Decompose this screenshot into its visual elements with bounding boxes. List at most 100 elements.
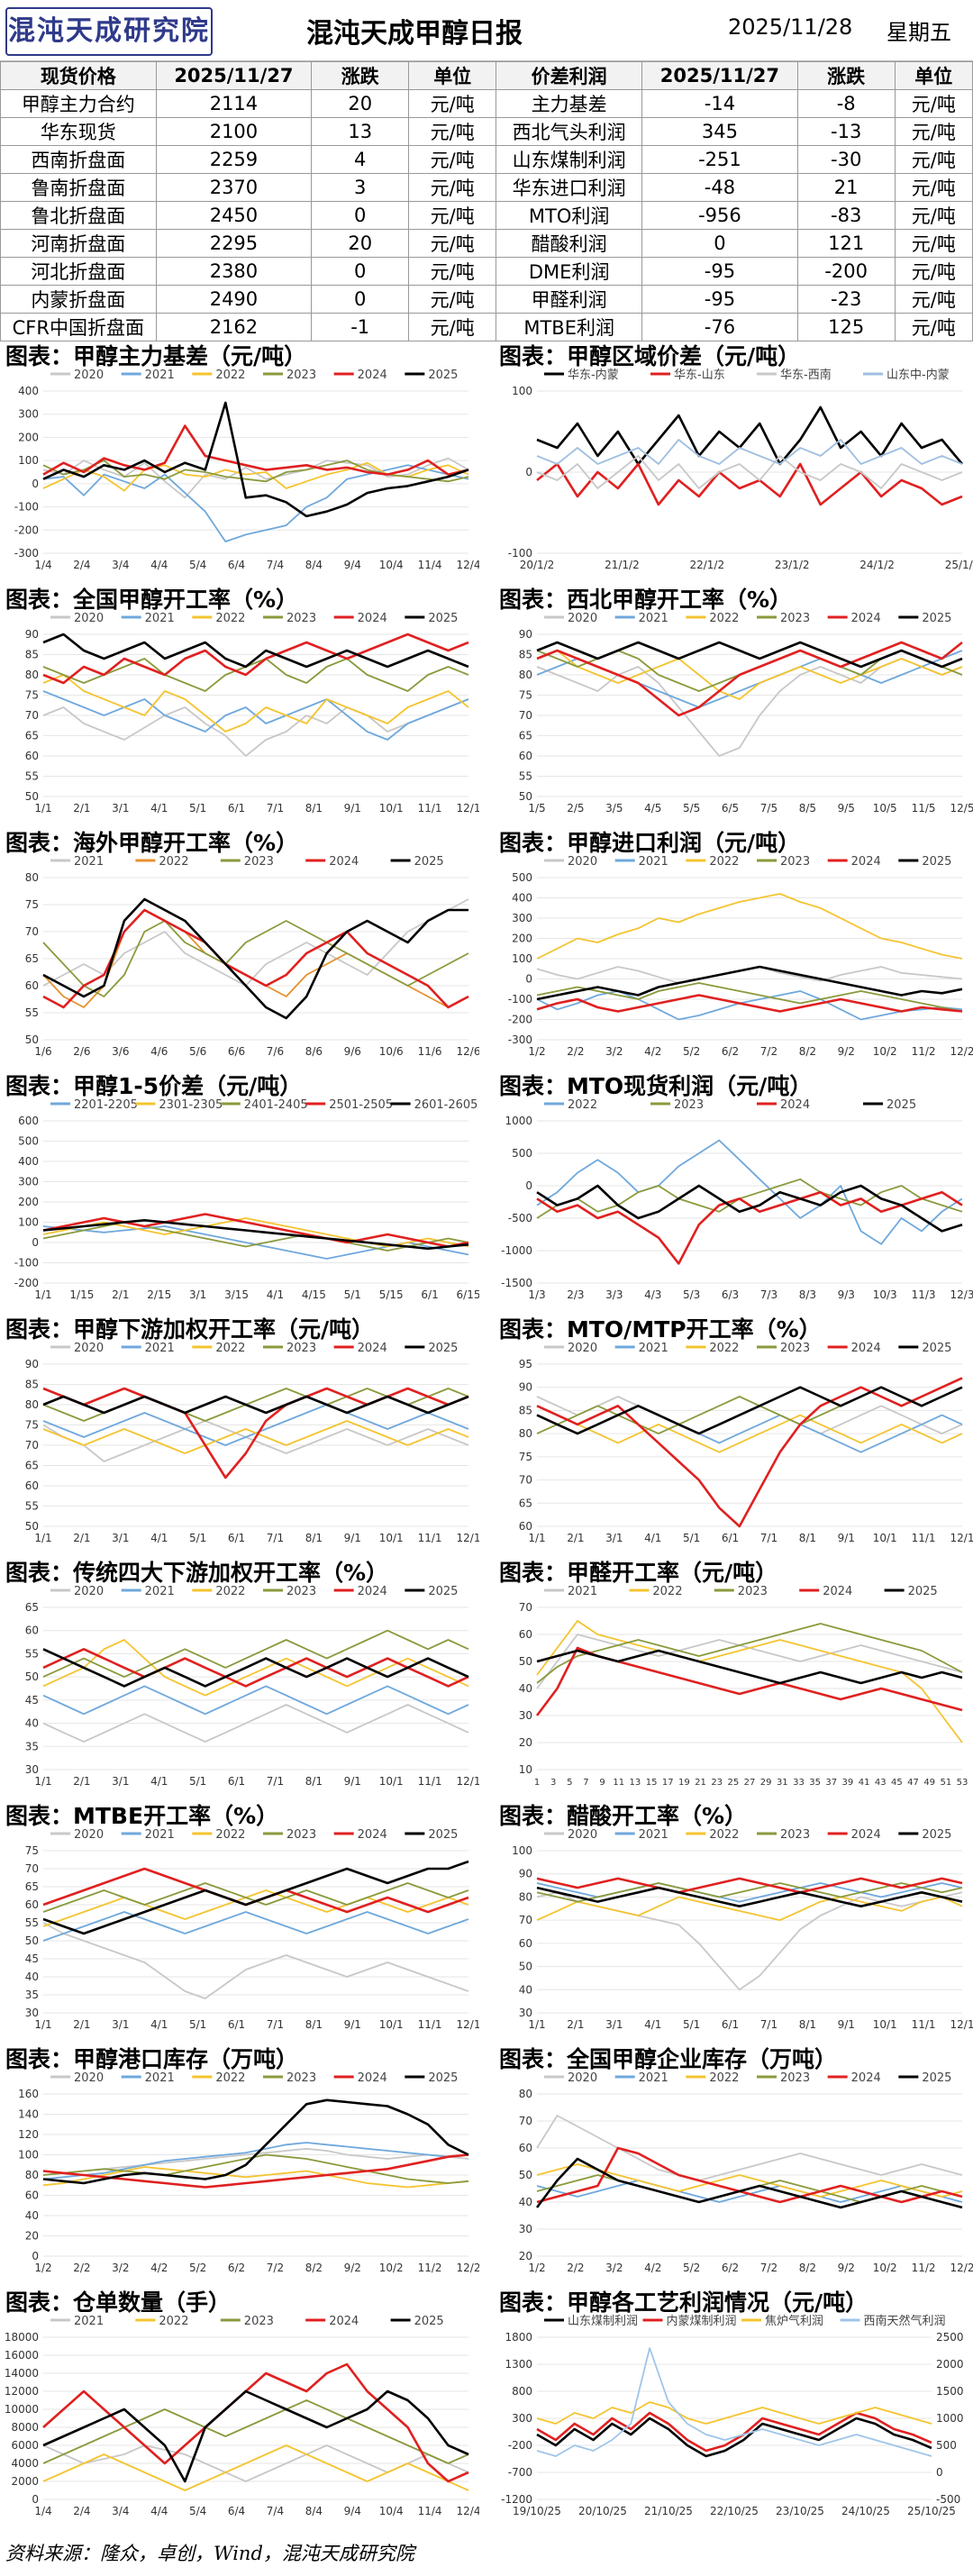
summary-header-cell: 涨跌	[311, 61, 410, 90]
series-line	[536, 439, 963, 465]
series-line	[42, 1629, 469, 1678]
y-tick-label: 80	[25, 1398, 39, 1411]
y-tick-label: 60	[519, 2142, 532, 2154]
legend-label: 2022	[709, 855, 739, 869]
series-line	[42, 464, 469, 543]
legend-label: 2021	[145, 612, 175, 625]
line-chart: 2022 2023 2024 2025 -1500 -1000 -500 0 500 1000 1/…	[494, 1094, 973, 1306]
x-tick-label: 10/1	[379, 802, 404, 815]
x-tick-label: 11/1	[418, 1775, 442, 1788]
x-tick-label: 2/2	[567, 1045, 584, 1058]
summary-row: 河南折盘面 2295 20 元/吨 醋酸利润 0 121 元/吨	[0, 229, 973, 258]
y-tick-label: 30	[25, 2007, 39, 2019]
y-tick-label: 120	[18, 2128, 39, 2141]
summary-row: 甲醇主力合约 2114 20 元/吨 主力基差 -14 -8 元/吨	[0, 89, 973, 118]
line-chart: 2020 2021 2022 2023 2024 2025 30 40 50 60 70 80 90 10…	[494, 1824, 973, 2036]
y-tick-label: 50	[25, 1033, 39, 1046]
x-tick-label: 2/1	[112, 1288, 129, 1301]
summary-cell: -8	[796, 89, 896, 118]
x-tick-label: 3/1	[605, 1532, 623, 1544]
y-tick-label: 80	[519, 1427, 532, 1440]
chart-title: 图表：甲醇港口库存（万吨）	[5, 2046, 299, 2072]
chart-title: 图表：甲醇进口利润（元/吨）	[499, 830, 801, 856]
x-tick-label: 5/3	[683, 1288, 700, 1301]
x-tick-label: 9/1	[344, 1532, 361, 1544]
y-tick-label: 50	[519, 1961, 532, 1973]
x-tick-label: 6/1	[722, 1532, 739, 1544]
summary-header-cell: 2025/11/27	[155, 61, 313, 90]
summary-cell: 元/吨	[894, 145, 973, 174]
x-tick-label: 4/4	[150, 559, 168, 571]
x-tick-label: 25/10/25	[907, 2505, 956, 2517]
x-tick-label: 1/4	[34, 559, 51, 571]
y-tick-label: 55	[25, 1006, 39, 1019]
legend-label: 2024	[851, 1828, 881, 1842]
legend-label: 2020	[568, 1342, 597, 1355]
y-tick-label: 85	[519, 649, 532, 661]
series-line	[42, 1882, 469, 1913]
x-tick-label: 33	[793, 1778, 805, 1788]
line-chart: 2020 2021 2022 2023 2024 2025 30 35 40 45 50 55 60 65…	[0, 1824, 479, 2036]
legend-label: 2021	[74, 2315, 104, 2328]
summary-cell: -1	[311, 313, 410, 341]
summary-cell: CFR中国折盘面	[0, 313, 157, 341]
chart-svg: 2020 2021 2022 2023 2024 2025 30 35 40 45 50 55 60 65…	[25, 1828, 479, 2031]
series-line	[42, 2142, 469, 2180]
summary-cell: 4	[311, 145, 410, 174]
x-tick-label: 23	[711, 1778, 723, 1788]
x-tick-label: 11/5	[912, 802, 936, 815]
x-tick-label: 5/1	[189, 802, 206, 815]
y-tick-label: 1000	[505, 1115, 532, 1127]
y-tick-label: 50	[519, 1655, 532, 1668]
series-line	[42, 1395, 469, 1415]
series-line	[42, 920, 469, 997]
summary-cell: -30	[796, 145, 896, 174]
x-tick-label: 8/2	[799, 1045, 816, 1058]
y-tick-label: -1500	[501, 1277, 532, 1289]
y-tick-label: 40	[519, 2196, 532, 2208]
summary-cell: 鲁北折盘面	[0, 201, 157, 230]
y-tick-label: 65	[25, 730, 39, 742]
y-tick-label: 400	[512, 892, 532, 905]
x-tick-label: 4/5	[644, 802, 661, 815]
summary-cell: 醋酸利润	[496, 229, 643, 258]
legend-label: 2020	[74, 2071, 104, 2085]
y-tick-label: 1800	[505, 2331, 532, 2344]
legend-label: 2022	[568, 1098, 597, 1112]
summary-cell: 0	[311, 285, 410, 314]
series-line	[536, 641, 963, 717]
series-line	[42, 1860, 469, 1935]
x-tick-label: 12/1	[457, 1532, 479, 1544]
x-tick-label: 25	[727, 1778, 739, 1788]
y-tick-label: 500	[512, 871, 532, 884]
y-tick-label: 60	[519, 1628, 532, 1641]
y-tick-label: 60	[25, 1898, 39, 1911]
summary-cell: 元/吨	[408, 145, 497, 174]
legend-label: 2025	[428, 612, 458, 625]
series-line	[536, 2401, 932, 2425]
summary-cell: -14	[641, 89, 798, 118]
x-tick-label: 4/15	[302, 1288, 326, 1301]
summary-row: 西南折盘面 2259 4 元/吨 山东煤制利润 -251 -30 元/吨	[0, 145, 973, 174]
y-tick-label: 40	[25, 2209, 39, 2222]
x-tick-label: 5/4	[189, 559, 206, 571]
x-tick-label: 7	[583, 1778, 588, 1788]
x-tick-label: 12/1	[457, 802, 479, 815]
x-tick-label: 1/1	[528, 2018, 545, 2031]
y-tick-label: 4000	[11, 2457, 39, 2470]
chart-svg: 2020 2021 2022 2023 2024 2025 50 55 60 65 70 75 80 85…	[519, 612, 973, 815]
x-tick-label: 7/1	[267, 1775, 284, 1788]
summary-cell: -83	[796, 201, 896, 230]
y-tick-label: 8000	[11, 2421, 39, 2434]
legend-label: 2023	[286, 612, 316, 625]
x-tick-label: 7/1	[267, 1532, 284, 1544]
y-tick-label: 75	[25, 1419, 39, 1432]
y-tick-label: 400	[18, 1155, 39, 1168]
x-tick-label: 25/1/2	[945, 559, 973, 571]
x-tick-label: 6/1	[228, 2018, 245, 2031]
series-line	[536, 1886, 963, 1907]
series-line	[536, 405, 963, 466]
line-chart: 2020 2021 2022 2023 2024 2025 30 35 40 45 50 55 60 65…	[0, 1580, 479, 1793]
chart-svg: 2020 2021 2022 2023 2024 2025 30 35 40 45 50 55 60 65…	[25, 1585, 479, 1788]
legend-label: 2020	[568, 2071, 597, 2085]
